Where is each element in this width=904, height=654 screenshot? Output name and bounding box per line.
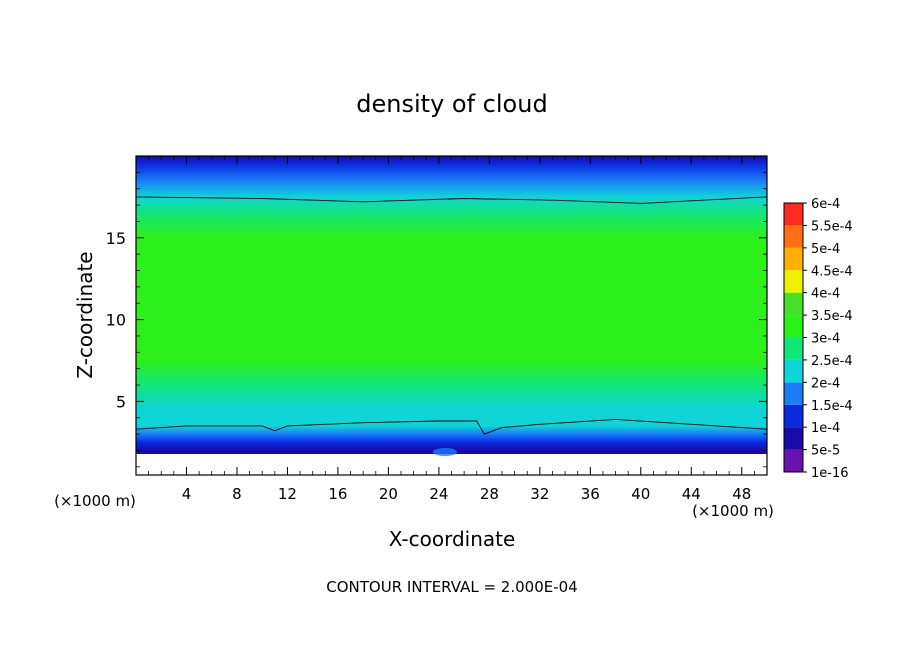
colorbar-label: 2.5e-4 <box>811 354 853 369</box>
colorbar-label: 5e-5 <box>811 444 840 459</box>
colorbar-swatch <box>784 247 803 271</box>
x-tick-label: 28 <box>480 485 499 503</box>
x-tick-label: 20 <box>379 485 398 503</box>
colorbar-swatch <box>784 270 803 293</box>
colorbar-label: 2e-4 <box>811 376 840 391</box>
x-tick-label: 44 <box>682 485 701 503</box>
x-axis-ticks: 4 8 12 16 20 24 28 32 36 40 44 48 <box>148 156 755 503</box>
x-tick-label: 36 <box>581 485 600 503</box>
colorbar-label: 1e-4 <box>811 421 840 436</box>
colorbar-label: 4e-4 <box>811 287 840 302</box>
x-tick-label: 16 <box>328 485 347 503</box>
colorbar-label: 5.5e-4 <box>811 219 853 234</box>
plot-area <box>135 155 768 476</box>
contour-line-0 <box>136 418 767 435</box>
x-tick-label: 24 <box>429 485 448 503</box>
colorbar-label: 5e-4 <box>811 242 840 257</box>
density-field <box>136 156 767 475</box>
colorbar-label: 3.5e-4 <box>811 309 853 324</box>
y-axis-label: Z-coordinate <box>73 251 97 378</box>
colorbar-swatch <box>784 427 803 450</box>
local-maximum-patch <box>433 448 457 456</box>
contour-line-1 <box>136 196 767 204</box>
colorbar-swatch <box>784 382 803 405</box>
y-axis-ticks: 5 10 15 <box>106 171 767 468</box>
colorbar-swatch <box>784 203 803 226</box>
colorbar-swatch <box>784 404 803 428</box>
x-tick-label: 32 <box>530 485 549 503</box>
colorbar-swatch <box>784 315 803 338</box>
colorbar-swatch <box>784 337 803 360</box>
y-tick-label: 5 <box>116 392 126 411</box>
ground-region <box>136 454 767 475</box>
chart-title: density of cloud <box>356 90 547 118</box>
contour-lines <box>136 196 767 435</box>
y-tick-label: 15 <box>106 229 126 248</box>
colorbar-swatch <box>784 359 803 383</box>
x-tick-label: 4 <box>182 485 192 503</box>
x-axis-unit: (×1000 m) <box>692 502 774 520</box>
x-tick-label: 12 <box>278 485 297 503</box>
x-tick-label: 48 <box>732 485 751 503</box>
colorbar-swatch <box>784 225 803 248</box>
colorbar-swatch <box>784 292 803 316</box>
colorbar-label: 1.5e-4 <box>811 399 853 414</box>
colorbar: 1e-16 5e-5 1e-4 1.5e-4 2e-4 2.5e-4 3e-4 3.5e-4 4… <box>783 197 853 481</box>
y-axis-unit: (×1000 m) <box>54 492 136 510</box>
colorbar-label: 6e-4 <box>811 197 840 212</box>
y-tick-label: 10 <box>106 311 126 330</box>
colorbar-label: 3e-4 <box>811 332 840 347</box>
x-axis-label: X-coordinate <box>389 527 516 551</box>
central-anomaly <box>542 288 578 352</box>
x-tick-label: 8 <box>232 485 242 503</box>
x-tick-label: 40 <box>631 485 650 503</box>
colorbar-label: 4.5e-4 <box>811 264 853 279</box>
colorbar-swatch <box>784 449 803 472</box>
colorbar-label: 1e-16 <box>811 466 849 481</box>
contour-interval-note: CONTOUR INTERVAL = 2.000E-04 <box>326 578 577 596</box>
